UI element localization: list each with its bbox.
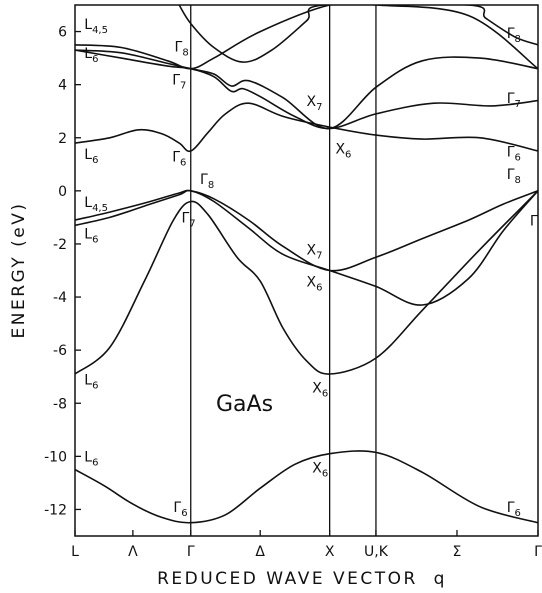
band-curve-1 bbox=[75, 190, 538, 375]
point-label-21: Γ6 bbox=[507, 144, 521, 163]
point-label-9: Γ6 bbox=[172, 150, 186, 169]
y-tick-label-4: -2 bbox=[53, 237, 67, 253]
band-curve-2 bbox=[75, 189, 538, 306]
point-label-14: X6 bbox=[335, 142, 351, 161]
x-tick-label-5: U,K bbox=[364, 544, 389, 560]
y-tick-label-6: -6 bbox=[53, 343, 67, 359]
point-labels: L4,5 L6 L6 L4,5 L6 L6 L6 Γ8 Γ7 Γ6 Γ8 Γ7 Γ6 X7 X6 X7 X6 X6… bbox=[84, 17, 538, 519]
band-curve-4 bbox=[75, 102, 538, 153]
band-curve-3 bbox=[75, 189, 538, 272]
y-tick-label-8: -10 bbox=[44, 449, 67, 465]
point-label-11: Γ7 bbox=[181, 211, 195, 230]
band-curve-8 bbox=[178, 5, 538, 63]
point-label-6: L6 bbox=[84, 450, 98, 469]
band-curves bbox=[75, 5, 538, 524]
x-axis: L Λ Γ Δ X U,K Σ Γ bbox=[71, 530, 542, 560]
plot-area: L4,5 L6 L6 L4,5 L6 L6 L6 Γ8 Γ7 Γ6 Γ8 Γ7 Γ6 X7 X6 X7 X6 X6… bbox=[74, 4, 539, 537]
point-label-4: L6 bbox=[84, 227, 98, 246]
band-curve-7 bbox=[75, 5, 538, 70]
point-label-10: Γ8 bbox=[200, 172, 214, 191]
point-label-15: X7 bbox=[307, 243, 323, 262]
point-label-5: L6 bbox=[84, 373, 98, 392]
point-label-18: X6 bbox=[312, 460, 328, 479]
x-tick-label-0: L bbox=[71, 544, 79, 560]
x-tick-label-2: Γ bbox=[187, 544, 195, 560]
point-label-3: L4,5 bbox=[84, 195, 108, 214]
x-tick-label-3: Δ bbox=[255, 544, 265, 560]
y-tick-label-2: 2 bbox=[58, 131, 67, 147]
y-tick-label-0: 6 bbox=[58, 25, 67, 41]
point-label-24: Γ6 bbox=[507, 500, 521, 519]
point-label-1: L6 bbox=[84, 46, 98, 65]
point-label-8: Γ7 bbox=[172, 73, 186, 92]
y-tick-label-9: -12 bbox=[44, 502, 67, 518]
band-curve-5 bbox=[75, 49, 538, 130]
y-axis-title: ENERGY (eV) bbox=[9, 202, 29, 339]
y-axis: 6 4 2 0 -2 -4 -6 -8 -10 -12 bbox=[44, 25, 81, 518]
band-curve-6 bbox=[75, 49, 538, 130]
material-annotation: GaAs bbox=[216, 392, 273, 417]
y-tick-label-5: -4 bbox=[53, 290, 67, 306]
x-axis-title: REDUCED WAVE VECTOR q bbox=[157, 569, 447, 589]
point-label-2: L6 bbox=[84, 147, 98, 166]
x-tick-label-4: X bbox=[325, 544, 335, 560]
y-tick-label-1: 4 bbox=[58, 78, 67, 94]
x-tick-label-6: Σ bbox=[453, 544, 462, 560]
point-label-23: Γ bbox=[530, 213, 538, 229]
point-label-20: Γ7 bbox=[507, 91, 521, 110]
y-tick-label-3: 0 bbox=[58, 184, 67, 200]
point-label-7: Γ8 bbox=[175, 39, 189, 58]
x-tick-label-1: Λ bbox=[128, 544, 138, 560]
point-label-0: L4,5 bbox=[84, 17, 108, 36]
point-label-19: Γ8 bbox=[507, 26, 521, 45]
point-label-16: X6 bbox=[307, 274, 323, 293]
point-label-17: X6 bbox=[312, 381, 328, 400]
point-label-12: Γ6 bbox=[173, 500, 187, 519]
y-tick-label-7: -8 bbox=[53, 396, 67, 412]
plot-frame bbox=[74, 4, 539, 537]
x-tick-label-7: Γ bbox=[534, 544, 542, 560]
band-curve-0 bbox=[75, 450, 538, 524]
symmetry-lines bbox=[190, 5, 377, 536]
point-label-22: Γ8 bbox=[507, 167, 521, 186]
point-label-13: X7 bbox=[307, 94, 323, 113]
